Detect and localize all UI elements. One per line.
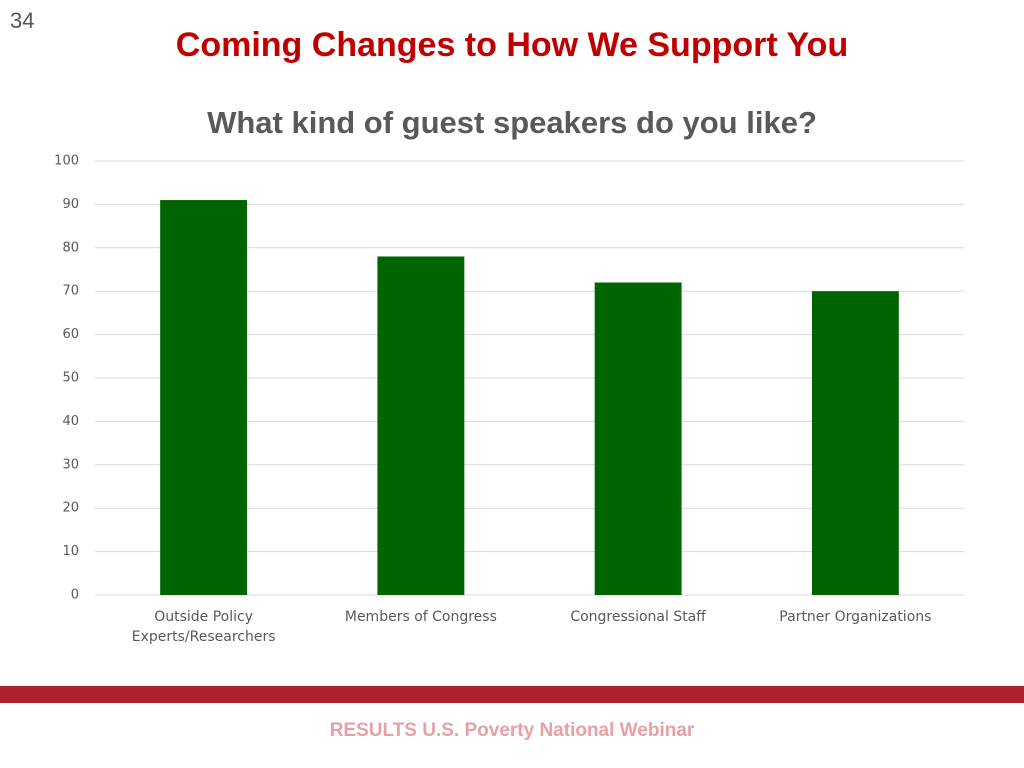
y-tick-label: 50 (62, 371, 79, 386)
y-tick-label: 60 (62, 327, 79, 342)
x-tick-label: Partner Organizations (779, 609, 932, 625)
x-tick-label: Outside Policy Experts/Researchers (131, 609, 276, 645)
y-tick-label: 100 (54, 154, 79, 169)
y-tick-label: 0 (71, 588, 79, 603)
bar (811, 291, 899, 595)
chart-title: What kind of guest speakers do you like? (207, 105, 817, 140)
y-tick-label: 10 (62, 544, 79, 559)
bar (160, 200, 248, 595)
y-tick-label: 80 (62, 240, 79, 255)
y-tick-label: 20 (62, 501, 79, 516)
slide-title: Coming Changes to How We Support You (175, 26, 849, 64)
bar (594, 282, 682, 595)
chart: 0 10 20 30 40 50 60 70 80 90 100 (54, 154, 964, 603)
y-tick-label: 70 (62, 284, 79, 299)
y-tick-label: 90 (62, 197, 79, 212)
slide-number: 34 (10, 8, 35, 33)
y-tick-label: 30 (62, 457, 79, 472)
y-tick-label: 40 (62, 414, 79, 429)
bar (377, 256, 465, 595)
x-tick-label: Congressional Staff (570, 609, 706, 625)
footer-band (0, 686, 1024, 703)
x-tick-label: Members of Congress (344, 609, 497, 625)
footer: RESULTS U.S. Poverty National Webinar (329, 720, 695, 741)
